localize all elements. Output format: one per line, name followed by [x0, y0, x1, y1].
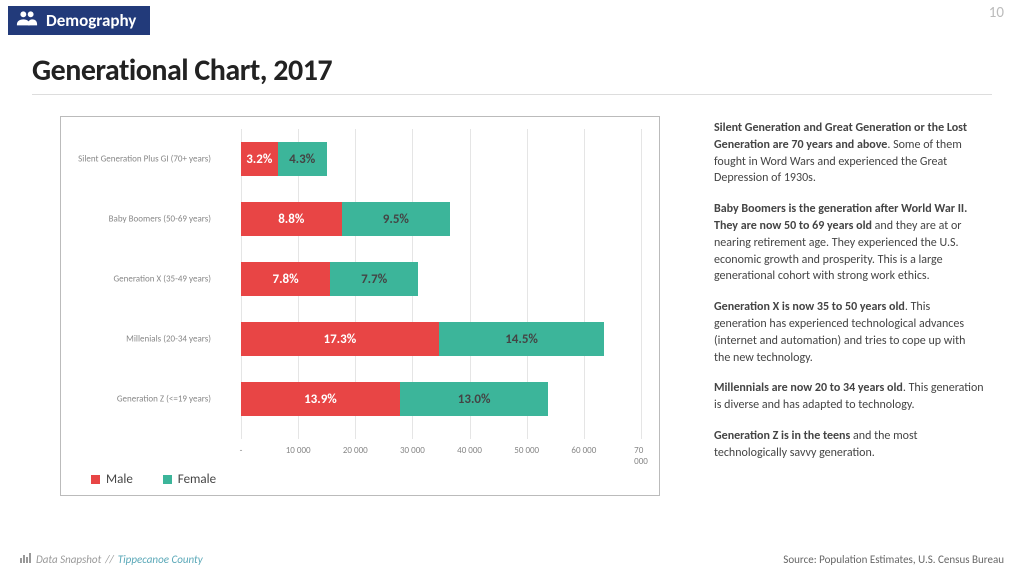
- bar-male: 17.3%: [241, 322, 439, 356]
- x-tick: 20 000: [343, 445, 368, 456]
- bar-female: 4.3%: [278, 142, 327, 176]
- title-rule: [32, 94, 992, 95]
- desc-p4: Millennials are now 20 to 34 years old. …: [714, 380, 984, 414]
- x-tick: 60 000: [571, 445, 596, 456]
- people-icon: [16, 10, 38, 31]
- description-panel: Silent Generation and Great Generation o…: [714, 120, 984, 476]
- footer-left: Data Snapshot // Tippecanoe County: [20, 553, 203, 566]
- bar-male: 13.9%: [241, 382, 400, 416]
- x-tick: 30 000: [400, 445, 425, 456]
- bar-female: 13.0%: [400, 382, 549, 416]
- bar-female: 14.5%: [439, 322, 605, 356]
- x-tick: 10 000: [286, 445, 311, 456]
- section-label: Demography: [46, 10, 136, 31]
- bar-male: 8.8%: [241, 202, 342, 236]
- footer-source: Source: Population Estimates, U.S. Censu…: [783, 553, 1004, 566]
- bar-male: 3.2%: [241, 142, 278, 176]
- bar-chart-icon: [20, 553, 32, 566]
- row-label: Silent Generation Plus GI (70+ years): [31, 154, 211, 165]
- bar-female: 7.7%: [330, 262, 418, 296]
- row-label: Millenials (20-34 years): [31, 334, 211, 345]
- page-title: Generational Chart, 2017: [32, 52, 332, 89]
- legend-item-female: Female: [163, 472, 216, 487]
- section-header: Demography: [8, 6, 150, 35]
- desc-p1: Silent Generation and Great Generation o…: [714, 120, 984, 187]
- row-label: Baby Boomers (50-69 years): [31, 214, 211, 225]
- page-number: 10: [989, 4, 1004, 22]
- desc-p5: Generation Z is in the teens and the mos…: [714, 428, 984, 462]
- bar-male: 7.8%: [241, 262, 330, 296]
- chart-plot: -10 00020 00030 00040 00050 00060 00070 …: [241, 129, 641, 439]
- desc-p2: Baby Boomers is the generation after Wor…: [714, 201, 984, 285]
- x-tick: -: [240, 445, 243, 456]
- x-tick: 40 000: [457, 445, 482, 456]
- chart-legend: Male Female: [91, 472, 216, 487]
- bar-female: 9.5%: [342, 202, 451, 236]
- gridline: [584, 129, 585, 439]
- row-label: Generation X (35-49 years): [31, 274, 211, 285]
- legend-item-male: Male: [91, 472, 133, 487]
- x-tick: 70 000: [634, 445, 648, 467]
- desc-p3: Generation X is now 35 to 50 years old. …: [714, 299, 984, 366]
- chart-container: - 10 000 20 000 30 000 40 000 50 000 60 000 70 …: [60, 116, 660, 496]
- row-label: Generation Z (<=19 years): [31, 394, 211, 405]
- x-tick: 50 000: [514, 445, 539, 456]
- gridline: [641, 129, 642, 439]
